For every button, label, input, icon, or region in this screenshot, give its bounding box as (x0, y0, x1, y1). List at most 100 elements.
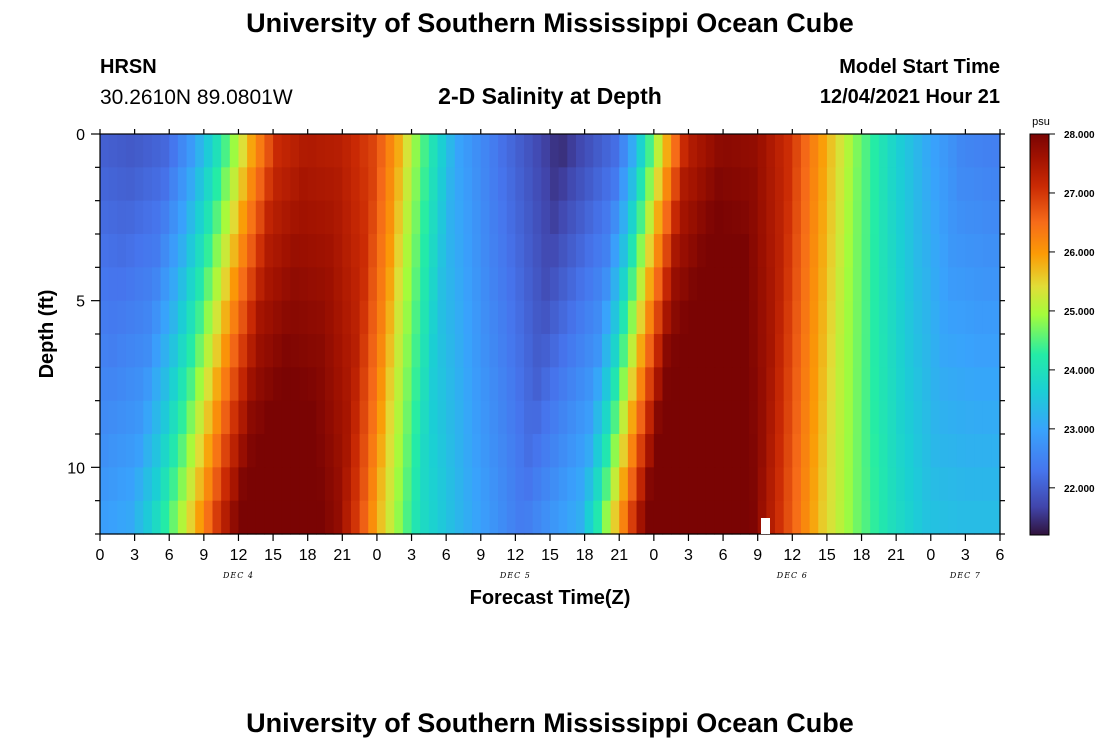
heatmap-cell (922, 234, 932, 268)
heatmap-cell (636, 434, 646, 468)
heatmap-cell (740, 467, 750, 502)
heatmap-cell (359, 134, 369, 168)
heatmap-cell (480, 434, 491, 468)
heatmap-cell (125, 200, 136, 235)
heatmap-cell (446, 367, 456, 402)
heatmap-cell (290, 167, 300, 202)
heatmap-cell (575, 267, 586, 302)
heatmap-cell (870, 400, 880, 435)
heatmap-cell (982, 467, 992, 502)
heatmap-cell (697, 300, 707, 335)
heatmap-cell (870, 134, 880, 168)
heatmap-cell (134, 467, 144, 502)
heatmap-cell (852, 234, 863, 268)
heatmap-cell (541, 300, 551, 335)
heatmap-cell (281, 467, 291, 502)
heatmap-cell (835, 334, 845, 368)
heatmap-cell (783, 467, 793, 502)
heatmap-cell (125, 134, 136, 168)
heatmap-cell (108, 234, 118, 268)
heatmap-cell (965, 400, 975, 435)
heatmap-cell (472, 500, 482, 535)
heatmap-cell (800, 267, 811, 302)
heatmap-cell (350, 367, 361, 402)
heatmap-cell (766, 367, 776, 402)
heatmap-cell (956, 500, 966, 535)
heatmap-cell (299, 234, 309, 268)
x-tick-label: 6 (996, 547, 1005, 564)
heatmap-cell (601, 234, 612, 268)
heatmap-cell (904, 300, 915, 335)
heatmap-cell (299, 500, 309, 535)
heatmap-cell (255, 300, 266, 335)
heatmap-cell (273, 300, 283, 335)
heatmap-cell (108, 500, 118, 535)
heatmap-cell (221, 367, 231, 402)
heatmap-cell (117, 267, 127, 302)
heatmap-cell (757, 134, 767, 168)
heatmap-cell (671, 300, 681, 335)
heatmap-cell (203, 234, 214, 268)
heatmap-cell (177, 500, 188, 535)
heatmap-cell (359, 267, 369, 302)
heatmap-cell (454, 200, 465, 235)
heatmap-cell (489, 367, 499, 402)
heatmap-cell (307, 134, 317, 168)
heatmap-cell (878, 400, 889, 435)
heatmap-cell (264, 267, 274, 302)
heatmap-cell (783, 234, 793, 268)
heatmap-cell (922, 367, 932, 402)
heatmap-cell (826, 467, 837, 502)
heatmap-cell (394, 134, 404, 168)
heatmap-cell (212, 400, 222, 435)
heatmap-cell (446, 467, 456, 502)
heatmap-cell (108, 300, 118, 335)
heatmap-cell (325, 434, 335, 468)
heatmap-cell (325, 167, 335, 202)
heatmap-cell (506, 234, 516, 268)
heatmap-cell (489, 467, 499, 502)
heatmap-cell (316, 267, 326, 302)
heatmap-cell (195, 300, 205, 335)
heatmap-cell (610, 500, 620, 535)
heatmap-cell (679, 334, 690, 368)
heatmap-cell (169, 334, 179, 368)
heatmap-cell (160, 367, 170, 402)
colorbar-tick-label: 23.000 (1064, 425, 1095, 436)
heatmap-cell (887, 234, 897, 268)
heatmap-cell (203, 467, 214, 502)
heatmap-cell (307, 400, 317, 435)
heatmap-cell (740, 334, 750, 368)
heatmap-cell (307, 267, 317, 302)
heatmap-cell (982, 267, 992, 302)
heatmap-cell (169, 367, 179, 402)
heatmap-cell (281, 234, 291, 268)
heatmap-cell (437, 367, 447, 402)
heatmap-cell (515, 200, 525, 235)
heatmap-cell (671, 500, 681, 535)
x-tick-label: 0 (649, 547, 658, 564)
heatmap-cell (402, 400, 413, 435)
heatmap-cell (766, 434, 776, 468)
heatmap-cell (896, 234, 906, 268)
heatmap-cell (428, 400, 439, 435)
heatmap-cell (541, 334, 551, 368)
heatmap-cell (247, 334, 257, 368)
heatmap-cell (195, 434, 205, 468)
x-tick-label: 21 (887, 547, 905, 564)
y-axis: 0 5 10 (67, 127, 1005, 535)
heatmap-cell (861, 467, 871, 502)
heatmap-cell (757, 400, 767, 435)
heatmap-cell (515, 300, 525, 335)
heatmap-cell (125, 467, 136, 502)
heatmap-cell (532, 467, 542, 502)
heatmap-cell (394, 334, 404, 368)
heatmap-cell (186, 467, 196, 502)
heatmap-cell (792, 234, 802, 268)
heatmap-cell (428, 500, 439, 535)
heatmap-cell (307, 234, 317, 268)
heatmap-cell (524, 267, 534, 302)
heatmap-cell (904, 267, 915, 302)
heatmap-cell (939, 200, 949, 235)
heatmap-cell (653, 467, 664, 502)
